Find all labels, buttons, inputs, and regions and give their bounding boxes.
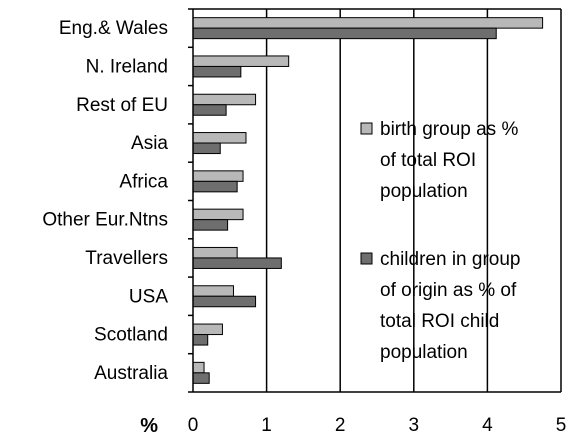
bar-birth-group [192,55,290,67]
x-tick-label: 0 [188,415,199,436]
category-label: Africa [119,171,168,192]
axes [188,8,561,393]
category-label: Eng.& Wales [59,18,168,39]
bar-children-group [192,295,257,308]
bar-birth-group [192,246,238,259]
x-tick-label: 4 [482,415,493,436]
legend: birth group as % of total ROI population ch… [360,119,520,363]
bar-birth-group [192,208,244,221]
x-tick-labels: 0 1 2 3 4 5 [188,415,567,436]
category-label: Scotland [94,325,168,346]
x-tick-label: 5 [556,415,567,436]
legend-swatch-children-group [360,252,373,265]
legend-label: population [380,342,468,363]
category-label: N. Ireland [86,56,168,77]
x-axis-unit-label: % [140,415,158,436]
bar-children-group [192,180,238,193]
legend-swatch-birth-group [360,122,373,135]
category-label: Travellers [85,248,168,269]
legend-label: children in group [380,249,520,270]
bar-children-group [192,257,282,269]
bar-birth-group [192,170,244,182]
bar-birth-group [192,132,247,144]
bars [192,17,544,384]
legend-label: of total ROI [380,150,476,171]
bar-children-group [192,65,242,78]
legend-label: total ROI child [380,311,499,332]
bar-children-group [192,27,497,40]
legend-label: birth group as % [380,119,518,140]
legend-label: population [380,181,468,202]
gridlines [265,9,562,392]
x-tick-label: 3 [409,415,420,436]
category-label: Asia [131,133,168,154]
category-label: Other Eur.Ntns [42,210,168,231]
category-label: USA [129,286,168,307]
x-tick-label: 1 [261,415,272,436]
bar-birth-group [192,17,544,29]
x-tick-label: 2 [335,415,346,436]
category-labels: Eng.& Wales N. Ireland Rest of EU Asia Afric… [42,18,168,384]
bar-children-group [192,372,210,384]
bar-children-group [192,142,221,155]
bar-children-group [192,334,209,346]
bar-children-group [192,104,227,116]
bar-birth-group [192,285,234,297]
bar-children-group [192,219,229,231]
category-label: Australia [94,363,168,384]
bar-birth-group [192,93,257,106]
category-label: Rest of EU [76,95,168,116]
bar-birth-group [192,323,223,336]
legend-label: of origin as % of [380,280,517,301]
bar-birth-group [192,361,205,374]
